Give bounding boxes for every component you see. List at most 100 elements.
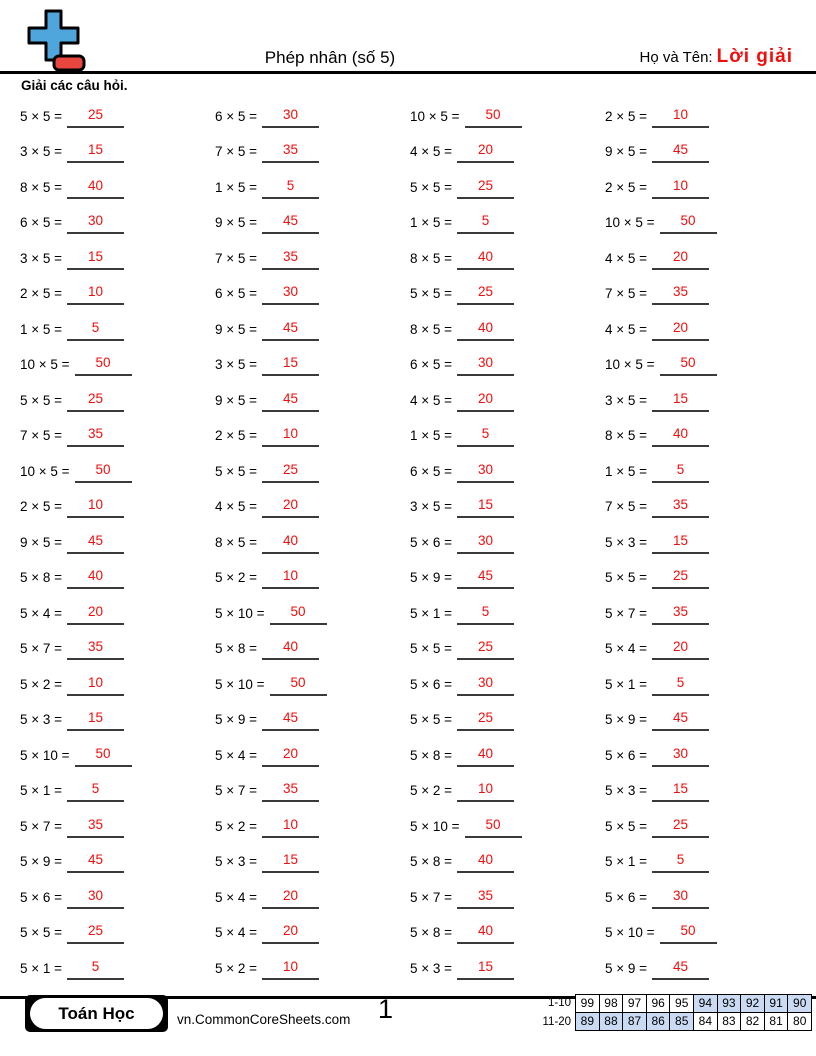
- equation-text: 5 × 5 =: [410, 641, 453, 656]
- equation-text: 5 × 4 =: [20, 605, 63, 621]
- answer-value: 35: [283, 781, 299, 796]
- problem-row: 5 × 10 = 50: [215, 668, 410, 704]
- answer-value: 50: [485, 106, 501, 122]
- answer-blank: 15: [67, 141, 125, 163]
- answer-value: 35: [88, 639, 104, 654]
- answer-value: 35: [673, 284, 689, 299]
- answer-blank: 50: [464, 816, 522, 838]
- answer-value: 45: [478, 568, 494, 583]
- answer-blank: 30: [652, 887, 710, 909]
- answer-blank: 20: [652, 248, 710, 270]
- equation-text: 5 × 5 =: [20, 392, 63, 408]
- problem-row: 7 × 5 = 35: [215, 136, 410, 172]
- answer-blank: 10: [67, 674, 125, 696]
- answer-blank: 25: [652, 816, 710, 838]
- equation-text: 10 × 5 =: [605, 215, 655, 230]
- answer-value: 45: [283, 710, 299, 725]
- equation-text: 5 × 7 =: [215, 783, 258, 798]
- problem-row: 10 × 5 = 50: [605, 207, 800, 243]
- answer-blank: 35: [67, 425, 125, 447]
- answer-value: 30: [478, 532, 494, 548]
- equation-text: 3 × 5 =: [20, 250, 63, 266]
- problem-row: 5 × 2 = 10: [215, 952, 410, 988]
- problem-row: 5 × 4 = 20: [215, 917, 410, 953]
- score-cell: 99: [575, 994, 600, 1013]
- answer-value: 5: [286, 177, 295, 193]
- answer-value: 35: [673, 497, 689, 512]
- answer-value: 40: [88, 568, 104, 583]
- score-cell: 80: [787, 1011, 812, 1031]
- problem-row: 8 × 5 = 40: [605, 420, 800, 456]
- problem-row: 5 × 6 = 30: [20, 881, 215, 917]
- equation-text: 5 × 7 =: [410, 889, 453, 905]
- problem-row: 5 × 8 = 40: [410, 739, 605, 775]
- equation-text: 1 × 5 =: [605, 463, 648, 479]
- answer-blank: 15: [652, 532, 710, 554]
- score-cell: 82: [740, 1011, 765, 1031]
- score-cell: 90: [787, 994, 812, 1013]
- answer-value: 40: [478, 745, 494, 761]
- answer-value: 10: [478, 781, 494, 796]
- equation-text: 6 × 5 =: [410, 463, 453, 479]
- problem-row: 5 × 2 = 10: [215, 810, 410, 846]
- answer-value: 10: [88, 284, 104, 299]
- answer-blank: 45: [262, 319, 320, 341]
- answer-blank: 30: [457, 674, 515, 696]
- problem-row: 5 × 9 = 45: [20, 846, 215, 882]
- answer-blank: 40: [457, 319, 515, 341]
- problem-row: 5 × 7 = 35: [215, 775, 410, 811]
- answer-value: 45: [283, 390, 299, 406]
- problem-row: 5 × 6 = 30: [605, 739, 800, 775]
- equation-text: 5 × 3 =: [20, 712, 63, 727]
- answer-blank: 50: [269, 674, 327, 696]
- answer-blank: 10: [262, 958, 320, 980]
- problem-row: 5 × 4 = 20: [215, 881, 410, 917]
- equation-text: 5 × 5 =: [605, 570, 648, 585]
- problem-row: 7 × 5 = 35: [605, 278, 800, 314]
- answer-value: 5: [91, 958, 100, 974]
- problem-row: 5 × 3 = 15: [410, 952, 605, 988]
- answer-value: 20: [478, 390, 494, 406]
- problem-row: 5 × 7 = 35: [20, 810, 215, 846]
- equation-text: 10 × 5 =: [20, 463, 70, 479]
- answer-value: 15: [673, 532, 689, 548]
- problem-row: 4 × 5 = 20: [215, 491, 410, 527]
- answer-value: 15: [673, 781, 689, 796]
- equation-text: 5 × 7 =: [20, 641, 63, 656]
- answer-value: 5: [676, 674, 685, 690]
- answer-blank: 20: [262, 887, 320, 909]
- answer-blank: 20: [457, 141, 515, 163]
- problem-row: 10 × 5 = 50: [410, 100, 605, 136]
- answer-blank: 5: [652, 851, 710, 873]
- score-row-1: 1-10 99 98 97 96 95 94 93 92 91 90: [534, 994, 812, 1013]
- answer-blank: 40: [652, 425, 710, 447]
- problem-row: 1 × 5 = 5: [410, 207, 605, 243]
- answer-value: 15: [88, 710, 104, 725]
- website-text: vn.CommonCoreSheets.com: [177, 1012, 351, 1027]
- equation-text: 4 × 5 =: [605, 321, 648, 337]
- problem-row: 5 × 5 = 25: [605, 810, 800, 846]
- answer-blank: 35: [652, 603, 710, 625]
- answer-blank: 45: [67, 851, 125, 873]
- equation-text: 5 × 1 =: [20, 783, 63, 798]
- answer-blank: 50: [464, 106, 522, 128]
- score-row-2: 11-20 89 88 87 86 85 84 83 82 81 80: [534, 1011, 812, 1031]
- equation-text: 5 × 7 =: [605, 605, 648, 621]
- problem-row: 4 × 5 = 20: [410, 384, 605, 420]
- equation-text: 4 × 5 =: [215, 499, 258, 514]
- equation-text: 7 × 5 =: [20, 428, 63, 443]
- answer-value: 10: [283, 568, 299, 583]
- problem-row: 8 × 5 = 40: [20, 171, 215, 207]
- answer-blank: 10: [67, 283, 125, 305]
- equation-text: 9 × 5 =: [215, 215, 258, 230]
- equation-text: 5 × 7 =: [20, 818, 63, 834]
- equation-text: 4 × 5 =: [410, 144, 453, 159]
- answer-blank: 45: [262, 709, 320, 731]
- problem-row: 5 × 5 = 25: [215, 455, 410, 491]
- answer-blank: 5: [652, 674, 710, 696]
- answer-blank: 20: [262, 496, 320, 518]
- instruction-text: Giải các câu hỏi.: [21, 78, 128, 93]
- answer-blank: 5: [457, 212, 515, 234]
- score-cell: 84: [693, 1011, 718, 1031]
- answer-value: 35: [88, 426, 104, 441]
